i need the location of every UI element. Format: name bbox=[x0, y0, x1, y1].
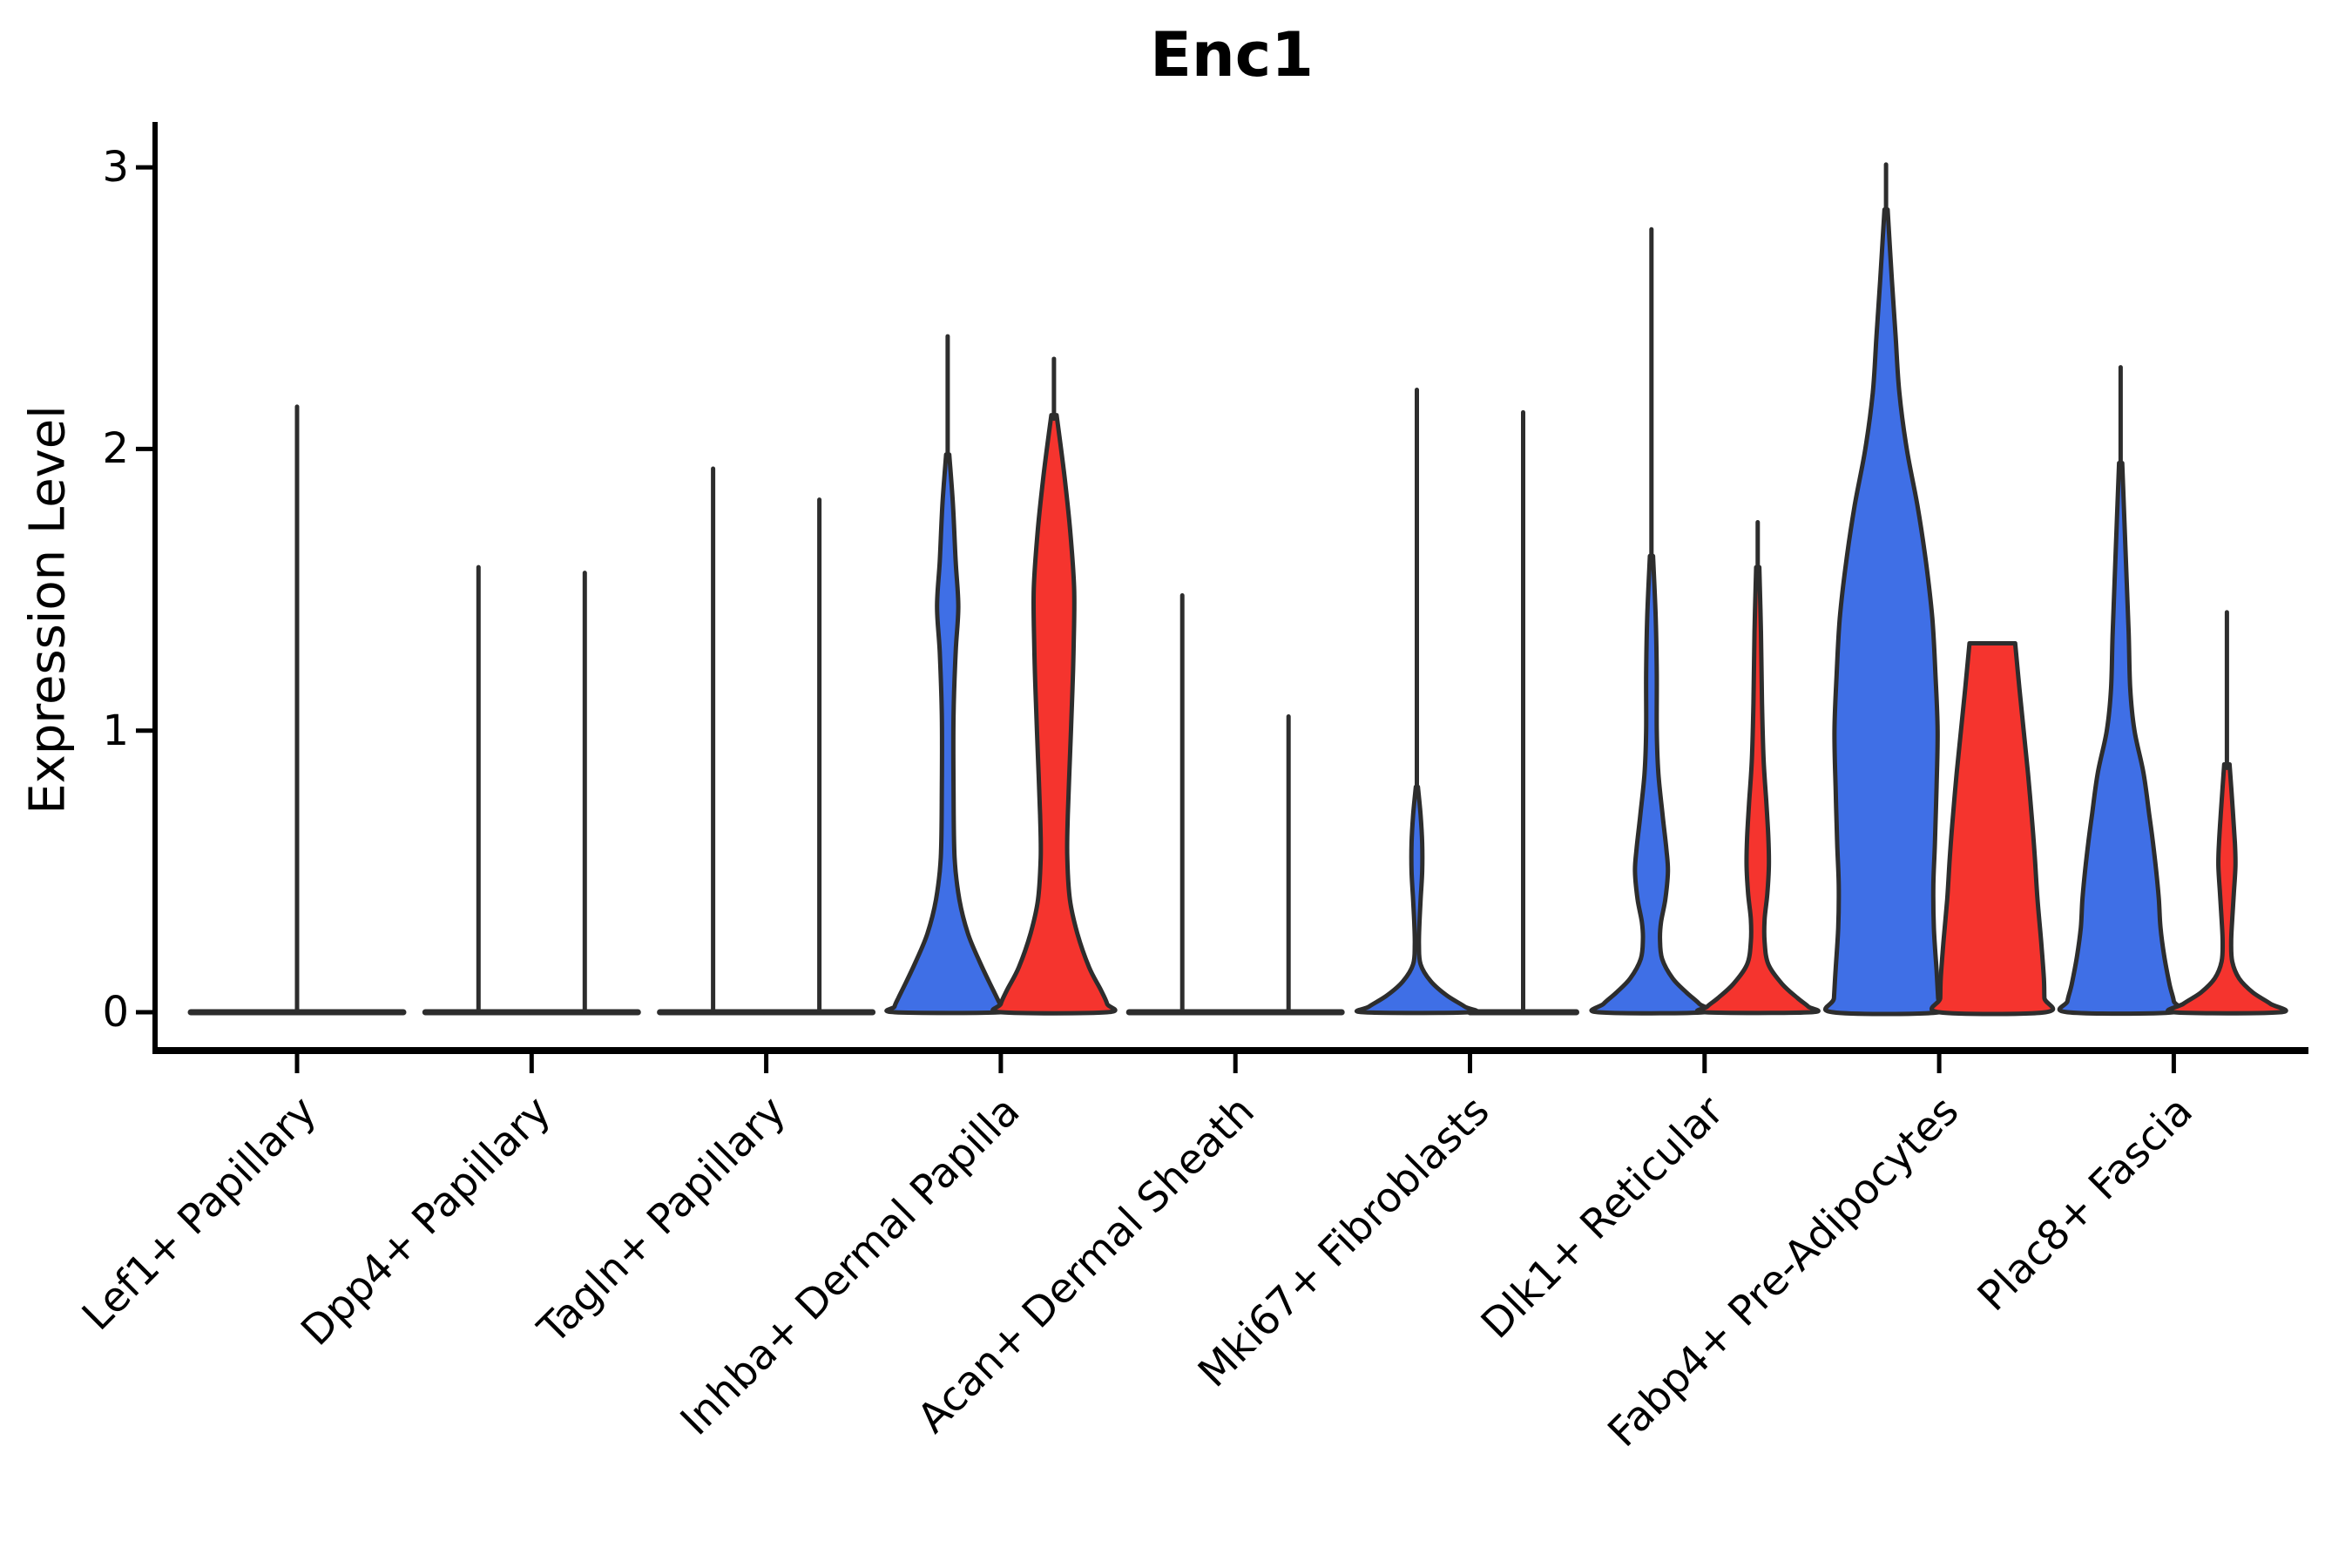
y-tick-label: 0 bbox=[102, 988, 129, 1037]
y-tick-label: 2 bbox=[102, 424, 129, 474]
y-tick-label: 1 bbox=[102, 706, 129, 755]
violin-body-red bbox=[1694, 564, 1821, 1016]
violin-body-red bbox=[990, 413, 1118, 1016]
violin-body-blue bbox=[884, 452, 1011, 1016]
violin-body-red bbox=[1930, 640, 2056, 1017]
violin-body-red bbox=[2166, 761, 2288, 1016]
violin-body-blue bbox=[1823, 207, 1950, 1017]
violin-body-blue bbox=[1355, 784, 1479, 1016]
violin-body-blue bbox=[2057, 461, 2185, 1017]
chart-title: Enc1 bbox=[1150, 19, 1314, 91]
y-tick-label: 3 bbox=[102, 143, 129, 193]
violin-body-blue bbox=[1589, 553, 1713, 1016]
